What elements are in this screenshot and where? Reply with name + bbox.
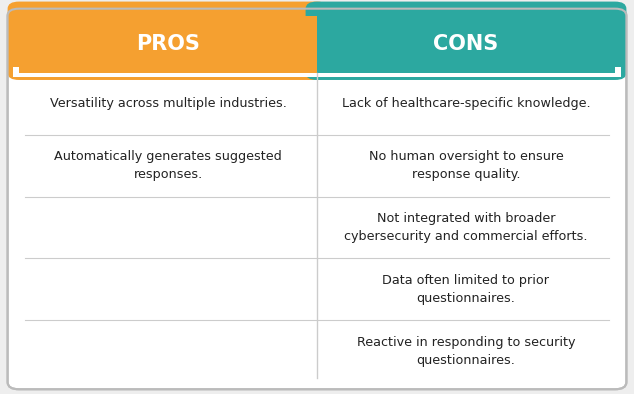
FancyBboxPatch shape <box>8 2 328 80</box>
Text: PROS: PROS <box>136 34 200 54</box>
Bar <box>19 16 317 73</box>
FancyBboxPatch shape <box>306 2 626 80</box>
Text: Not integrated with broader
cybersecurity and commercial efforts.: Not integrated with broader cybersecurit… <box>344 212 588 243</box>
Bar <box>19 16 317 73</box>
Bar <box>317 16 615 73</box>
Text: Automatically generates suggested
responses.: Automatically generates suggested respon… <box>54 150 282 181</box>
Bar <box>13 67 621 77</box>
Text: No human oversight to ensure
response quality.: No human oversight to ensure response qu… <box>368 150 564 181</box>
FancyBboxPatch shape <box>8 9 626 389</box>
Text: Lack of healthcare-specific knowledge.: Lack of healthcare-specific knowledge. <box>342 97 590 110</box>
Bar <box>317 16 615 73</box>
Text: CONS: CONS <box>434 34 498 54</box>
Text: Versatility across multiple industries.: Versatility across multiple industries. <box>49 97 287 110</box>
Text: Data often limited to prior
questionnaires.: Data often limited to prior questionnair… <box>382 274 550 305</box>
Text: Reactive in responding to security
questionnaires.: Reactive in responding to security quest… <box>357 336 575 367</box>
